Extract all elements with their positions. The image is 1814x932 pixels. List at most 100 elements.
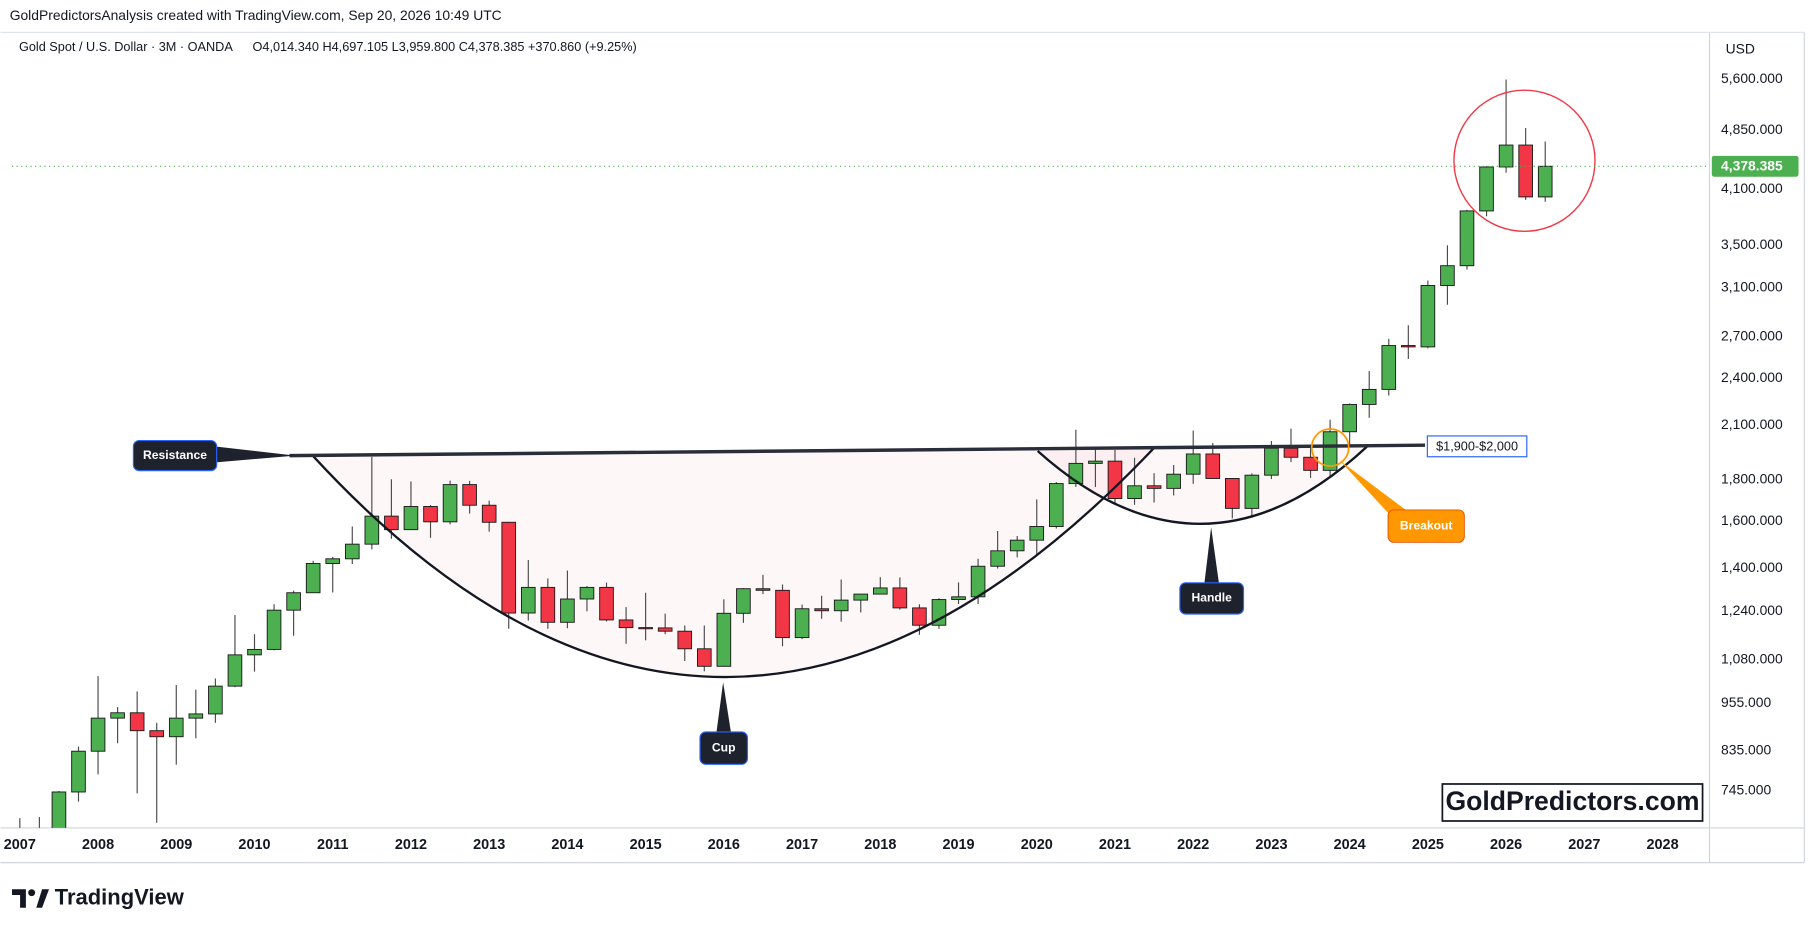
candle-body xyxy=(1498,144,1514,168)
candle-body xyxy=(208,685,223,715)
resistance-box xyxy=(132,439,218,472)
candle-body xyxy=(110,712,125,719)
watermark-box xyxy=(1441,783,1704,822)
candle-body xyxy=(853,593,869,601)
x-tick-label: 2027 xyxy=(1568,837,1600,853)
candle-body xyxy=(481,504,497,523)
candle-body xyxy=(149,730,165,738)
candle-body xyxy=(1166,473,1181,489)
breakout-label: Breakout xyxy=(1400,518,1453,532)
y-tick-label: 1,080.000 xyxy=(1721,651,1783,667)
candle-body xyxy=(736,588,751,614)
drawings: Resistance $1,900-$2,000 Breakout Handle… xyxy=(132,89,1704,822)
x-tick-label: 2014 xyxy=(551,837,583,853)
candle-body xyxy=(1322,431,1338,471)
range-label: $1,900-$2,000 xyxy=(1436,438,1518,453)
resistance-line xyxy=(289,443,1426,458)
candle-body xyxy=(1361,388,1377,405)
x-tick-label: 2009 xyxy=(160,837,192,853)
candle-body xyxy=(1029,526,1045,541)
candle-body xyxy=(188,713,204,719)
candle-body xyxy=(1479,166,1494,212)
y-tick-label: 2,100.000 xyxy=(1721,416,1783,432)
candle-body xyxy=(51,791,67,828)
candle-body xyxy=(1342,403,1357,433)
candle-body xyxy=(716,612,732,667)
x-tick-label: 2015 xyxy=(630,837,662,853)
candle-body xyxy=(1518,144,1533,198)
candle-body xyxy=(638,627,653,630)
last-price-label: 4,378.385 xyxy=(1721,158,1783,174)
candle-body xyxy=(1185,453,1201,475)
candle-body xyxy=(286,592,301,611)
breakout-box xyxy=(1387,509,1465,543)
candle-body xyxy=(677,630,693,650)
candle-body xyxy=(990,550,1005,567)
candles xyxy=(19,79,1553,828)
y-tick-label: 955.000 xyxy=(1721,694,1771,710)
y-tick-label: 2,400.000 xyxy=(1721,369,1783,385)
candle-body xyxy=(129,712,145,732)
candle-body xyxy=(266,609,282,650)
tradingview-logo xyxy=(12,889,50,908)
y-tick-label: 1,800.000 xyxy=(1721,471,1783,487)
footer-brand: TradingView xyxy=(55,884,185,909)
x-tick-label: 2028 xyxy=(1646,837,1678,853)
watermark: GoldPredictors.com xyxy=(1445,786,1699,816)
candle-body xyxy=(71,750,86,793)
candle-body xyxy=(1381,345,1397,390)
candle-body xyxy=(872,587,888,595)
candle-body xyxy=(1225,478,1240,509)
x-tick-label: 2023 xyxy=(1255,837,1287,853)
y-tick-label: 4,850.000 xyxy=(1721,121,1783,137)
x-tick-label: 2017 xyxy=(786,837,818,853)
y-tick-label: 4,100.000 xyxy=(1721,180,1783,196)
x-tick-label: 2021 xyxy=(1099,837,1131,853)
candle-body xyxy=(1401,345,1416,348)
candle-body xyxy=(1420,285,1436,348)
candle-body xyxy=(403,506,419,531)
candle-body xyxy=(912,607,927,626)
cup-box xyxy=(699,731,749,765)
highlight-circle xyxy=(1453,89,1596,232)
x-tick-label: 2019 xyxy=(942,837,974,853)
candle-body xyxy=(833,599,849,612)
candle-body xyxy=(520,586,536,614)
candle-body xyxy=(579,586,595,600)
candle-body xyxy=(325,558,341,564)
y-tick-label: 745.000 xyxy=(1721,782,1771,798)
cup-pointer xyxy=(716,682,732,735)
candle-body xyxy=(599,586,614,621)
candle-body xyxy=(1127,485,1142,500)
breakout-pointer xyxy=(1339,460,1409,521)
y-tick-label: 1,600.000 xyxy=(1721,512,1783,528)
candle-body xyxy=(696,648,712,667)
x-tick-label: 2022 xyxy=(1177,837,1209,853)
y-tick-label: 835.000 xyxy=(1721,741,1771,757)
x-tick-label: 2007 xyxy=(4,837,36,853)
handle-label: Handle xyxy=(1191,591,1232,605)
breakout-circle xyxy=(1310,428,1350,467)
candle-body xyxy=(657,627,673,632)
handle-box xyxy=(1179,582,1245,615)
resistance-label: Resistance xyxy=(143,448,207,462)
x-tick-label: 2013 xyxy=(473,837,505,853)
candle-body xyxy=(892,587,908,609)
currency: USD xyxy=(1726,40,1755,56)
candle-body xyxy=(227,654,243,687)
cup-label: Cup xyxy=(712,740,736,754)
symbol: Gold Spot / U.S. Dollar · 3M · OANDA xyxy=(19,39,233,54)
candle-body xyxy=(618,619,634,629)
y-tick-label: 1,240.000 xyxy=(1721,602,1783,618)
candle-body xyxy=(1303,456,1318,471)
cup-fill xyxy=(312,448,1154,678)
handle-pointer xyxy=(1204,527,1220,586)
time-axis: 2007 2008 2009 2010 2011 2012 2013 2014 2015 2016… xyxy=(4,837,1679,853)
x-tick-label: 2020 xyxy=(1021,837,1053,853)
cup-arc xyxy=(311,447,1155,679)
candle-body xyxy=(1459,210,1475,267)
candle-body xyxy=(775,589,790,639)
candle-body xyxy=(1244,474,1260,509)
candle-body xyxy=(168,717,184,738)
